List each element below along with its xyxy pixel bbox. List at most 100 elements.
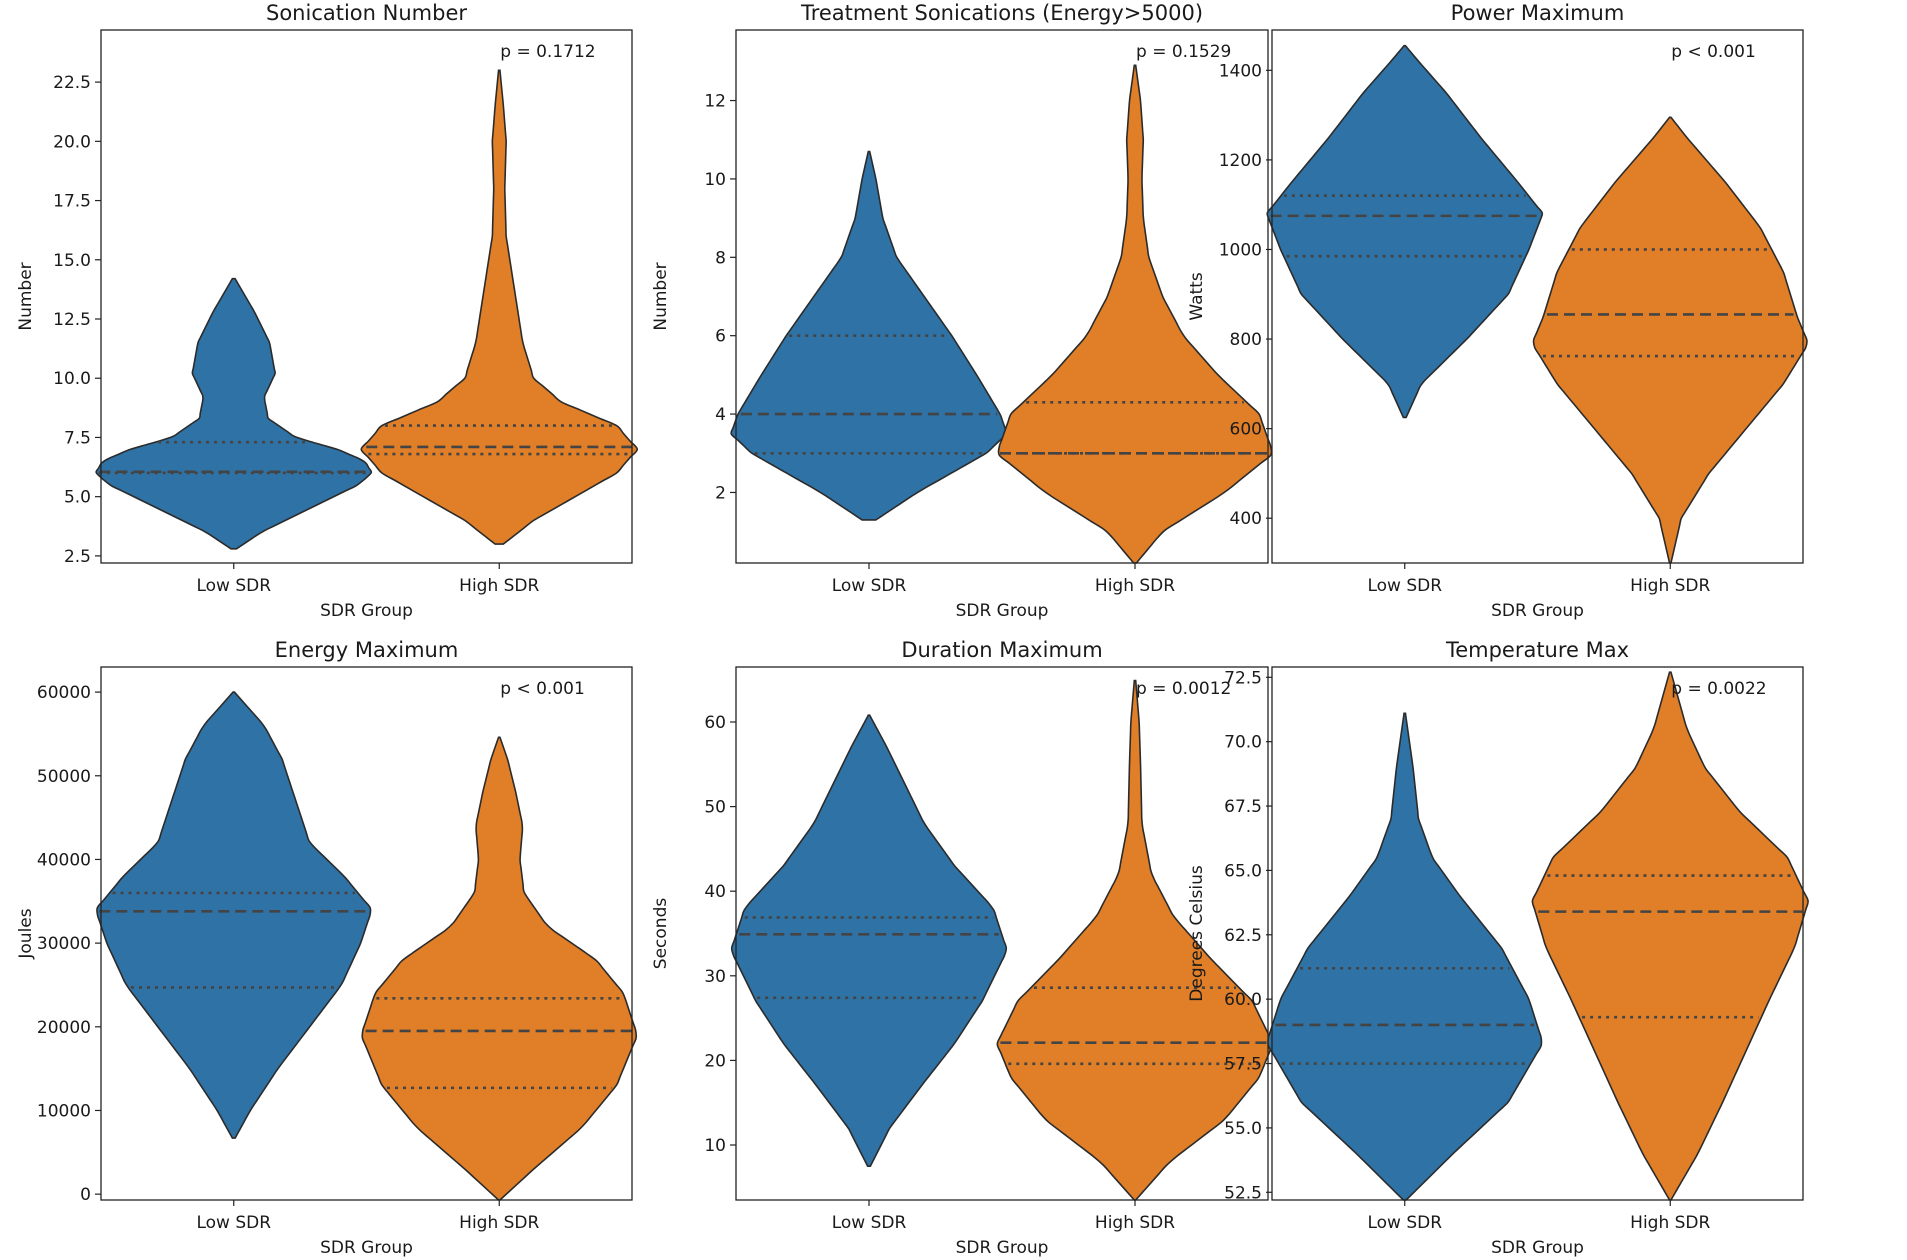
violin-high-sdr [996,679,1274,1201]
y-tick-label: 67.5 [1224,797,1262,817]
x-axis-label: SDR Group [320,1238,413,1258]
x-tick-label: High SDR [1630,1213,1710,1233]
x-axis-label: SDR Group [956,601,1049,621]
y-axis-label: Seconds [651,898,671,970]
y-tick-label: 20.0 [53,132,91,152]
p-value-annotation: p = 0.1529 [1136,42,1231,62]
violin-high-sdr [360,69,639,545]
subplot-4: Energy Maximum 0 10000 20000 30000 40000 50000… [16,638,638,1258]
y-tick-label: 10 [704,170,726,190]
subplot-title: Sonication Number [266,1,467,25]
y-tick-label: 30 [704,967,726,987]
y-tick-label: 5.0 [64,488,91,508]
y-axis-label: Watts [1187,272,1207,320]
subplot-title: Treatment Sonications (Energy>5000) [800,1,1203,25]
y-tick-label: 10 [704,1136,726,1156]
y-tick-label: 2.5 [64,547,91,567]
x-tick-label: Low SDR [832,1213,907,1233]
y-axis-label: Number [16,262,36,330]
violin-high-sdr [1531,671,1809,1201]
y-tick-label: 4 [715,405,726,425]
y-tick-label: 1200 [1219,151,1262,171]
subplot-5: Duration Maximum 10 20 30 40 50 60 Low SDR High … [651,638,1274,1258]
y-tick-label: 7.5 [64,428,91,448]
y-tick-label: 10.0 [53,369,91,389]
y-tick-label: 52.5 [1224,1183,1262,1203]
axes-frame [100,29,633,564]
p-value-annotation: p = 0.0022 [1671,679,1766,699]
violin-high-sdr [997,64,1273,564]
subplot-title: Power Maximum [1451,1,1625,25]
violin-low-sdr [95,277,373,550]
y-tick-label: 20000 [37,1018,91,1038]
y-tick-label: 8 [715,248,726,268]
axes-frame [1271,666,1804,1201]
y-tick-label: 60 [704,713,726,733]
y-tick-label: 62.5 [1224,926,1262,946]
y-tick-label: 57.5 [1224,1055,1262,1075]
y-tick-label: 60000 [37,683,91,703]
x-tick-label: High SDR [459,576,539,596]
violin-low-sdr [730,714,1008,1167]
x-tick-label: High SDR [459,1213,539,1233]
y-tick-label: 400 [1230,509,1262,529]
y-tick-label: 600 [1230,420,1262,440]
y-tick-label: 72.5 [1224,668,1262,688]
y-tick-label: 22.5 [53,73,91,93]
x-tick-label: High SDR [1095,1213,1175,1233]
y-tick-label: 60.0 [1224,990,1262,1010]
y-tick-label: 12.5 [53,310,91,330]
subplot-3: Power Maximum 400 600 800 1000 1200 1400 Low SD… [1187,1,1808,621]
x-tick-label: Low SDR [1367,576,1442,596]
p-value-annotation: p < 0.001 [500,679,585,699]
y-tick-label: 12 [704,92,726,112]
y-tick-label: 55.0 [1224,1119,1262,1139]
y-tick-label: 20 [704,1051,726,1071]
violin-high-sdr [361,736,638,1201]
axes-frame [735,666,1269,1201]
y-tick-label: 10000 [37,1101,91,1121]
y-tick-label: 15.0 [53,251,91,271]
subplot-2: Treatment Sonications (Energy>5000) 2 4 6 8 1… [651,1,1273,621]
y-tick-label: 70.0 [1224,733,1262,753]
y-tick-label: 800 [1230,330,1262,350]
x-tick-label: Low SDR [1367,1213,1442,1233]
x-tick-label: High SDR [1095,576,1175,596]
x-axis-label: SDR Group [1491,1238,1584,1258]
x-axis-label: SDR Group [320,601,413,621]
violin-low-sdr [96,691,372,1139]
axes-frame [100,666,633,1201]
subplot-6: Temperature Max 52.5 55.0 57.5 60.0 62.5 65.0 6… [1187,638,1809,1258]
x-tick-label: Low SDR [832,576,907,596]
violin-high-sdr [1532,116,1808,564]
y-tick-label: 1400 [1219,61,1262,81]
y-tick-label: 30000 [37,934,91,954]
y-tick-label: 6 [715,327,726,347]
y-tick-label: 50 [704,798,726,818]
subplot-title: Duration Maximum [901,638,1102,662]
p-value-annotation: p = 0.0012 [1136,679,1231,699]
violin-low-sdr [1266,44,1544,419]
y-tick-label: 65.0 [1224,861,1262,881]
x-axis-label: SDR Group [1491,601,1584,621]
violin-low-sdr [1267,712,1543,1201]
y-tick-label: 0 [80,1185,91,1205]
y-tick-label: 17.5 [53,192,91,212]
axes-frame [1271,29,1804,564]
subplot-title: Temperature Max [1445,638,1629,662]
y-axis-label: Degrees Celsius [1187,865,1207,1002]
subplot-title: Energy Maximum [275,638,459,662]
y-tick-label: 50000 [37,767,91,787]
y-axis-label: Joules [16,908,36,959]
subplot-1: Sonication Number 2.5 5.0 7.5 10.0 12.5 15.0 17… [16,1,639,621]
axes-frame [735,29,1269,564]
y-axis-label: Number [651,262,671,330]
x-tick-label: Low SDR [196,1213,271,1233]
p-value-annotation: p < 0.001 [1671,42,1756,62]
y-tick-label: 40 [704,882,726,902]
y-tick-label: 1000 [1219,240,1262,260]
x-tick-label: Low SDR [196,576,271,596]
x-axis-label: SDR Group [956,1238,1049,1258]
violin-low-sdr [730,150,1008,521]
